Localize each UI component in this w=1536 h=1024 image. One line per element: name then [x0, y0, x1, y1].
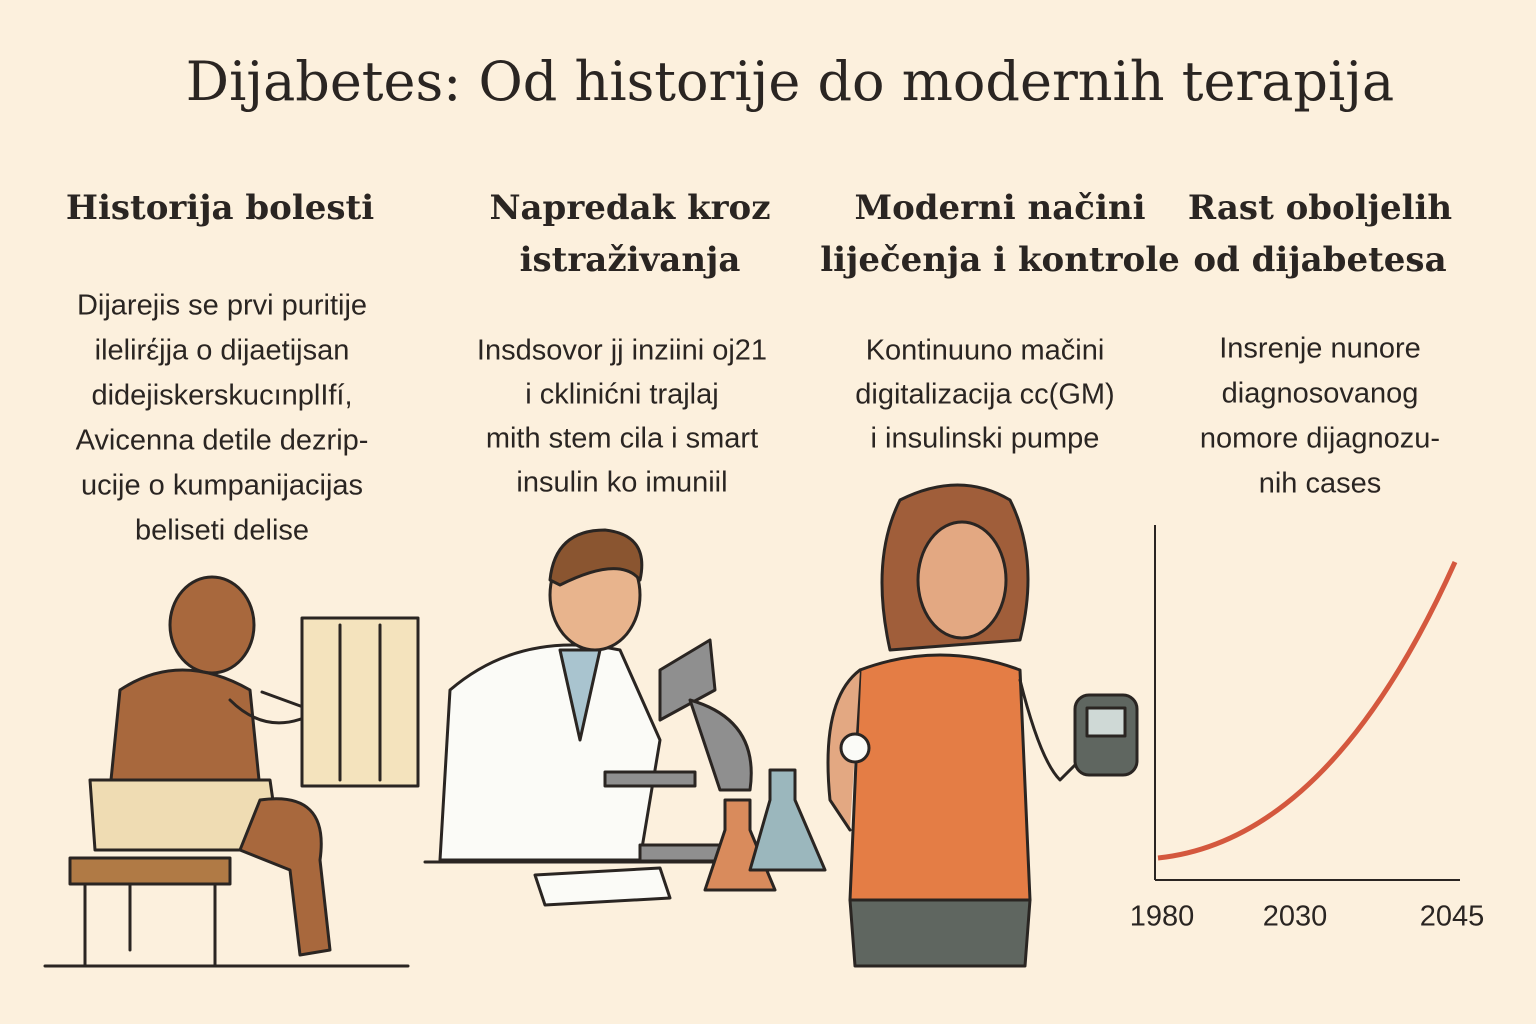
- section-text: ilelirέjja o dijaetijsan: [95, 335, 350, 367]
- section-text: diagnosovanog: [1222, 378, 1419, 410]
- section-text: ucije o kumpanijacijas: [81, 470, 363, 502]
- section-heading: Napredak kroz: [489, 188, 770, 228]
- section-text: i insulinski pumpe: [871, 423, 1100, 455]
- section-heading: Rast oboljelih: [1188, 188, 1452, 228]
- section-text: digitalizacija cc(GM): [855, 379, 1114, 411]
- section-heading: liječenja i kontrole: [820, 240, 1180, 280]
- section-text: i cklinićni trajlaj: [525, 379, 718, 411]
- section-text: Insdsovor jj inziini oj21: [477, 335, 767, 367]
- scientist-illustration: [423, 528, 827, 907]
- axis-label: 2045: [1420, 901, 1485, 933]
- section-text: mith stem cila i smart: [486, 423, 758, 455]
- section-text: insulin ko imuniil: [516, 467, 727, 499]
- section-text: Dijarejis se prvi puritije: [77, 290, 367, 322]
- section-heading: Moderni načini: [854, 188, 1145, 228]
- section-text: Avicenna detile dezrip-: [76, 425, 369, 457]
- title: Dijabetes: Od historije do modernih tera…: [186, 50, 1394, 113]
- axis-label: 1980: [1130, 901, 1195, 933]
- section-text: beliseti delise: [135, 515, 309, 547]
- trend-curve: [1157, 560, 1458, 861]
- patient-illustration: [826, 483, 1139, 968]
- scribe-illustration: [43, 575, 420, 968]
- section-heading: od dijabetesa: [1193, 240, 1446, 280]
- trend-chart: [1154, 525, 1460, 881]
- section-text: Kontinuuno mačini: [866, 335, 1105, 367]
- section-heading: Historija bolesti: [66, 188, 374, 228]
- section-text: Insrenje nunore: [1219, 333, 1421, 365]
- section-text: nomore dijagnozu-: [1200, 423, 1440, 455]
- section-text: nih cases: [1259, 468, 1382, 500]
- section-heading: istraživanja: [520, 240, 741, 280]
- section-text: didejiskerskucınplIfí,: [91, 380, 352, 412]
- axis-label: 2030: [1263, 901, 1328, 933]
